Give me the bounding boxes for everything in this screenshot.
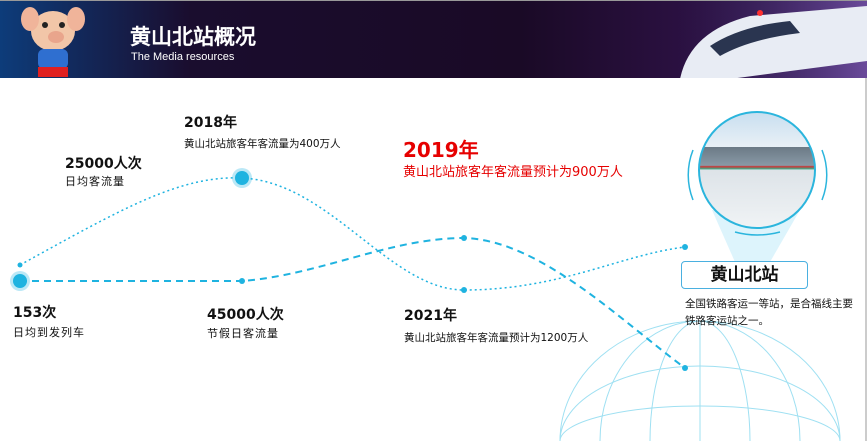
dotted-curve xyxy=(19,177,686,291)
station-name: 黄山北站 xyxy=(681,261,808,289)
year-description: 黄山北站旅客年客流量为400万人 xyxy=(184,138,341,150)
stat-value: 45000人次 xyxy=(207,307,284,323)
timeline-dot xyxy=(13,274,27,288)
page-title: 黄山北站概况 xyxy=(130,25,256,49)
station-photo xyxy=(698,111,816,229)
pig-mascot-icon xyxy=(21,7,85,77)
globe-decoration xyxy=(559,320,841,441)
timeline-dot xyxy=(682,244,688,250)
timeline-dot xyxy=(682,365,688,371)
year-description-highlight: 黄山北站旅客年客流量预计为900万人 xyxy=(403,165,623,180)
year-title-highlight: 2019年 xyxy=(403,138,479,162)
station-description: 全国铁路客运一等站，是合福线主要铁路客运站之一。 xyxy=(685,298,853,327)
stat-value: 153次 xyxy=(13,305,57,321)
timeline-dot xyxy=(17,262,23,268)
year-title: 2018年 xyxy=(184,115,237,131)
dashed-curve xyxy=(20,236,686,369)
right-border xyxy=(865,78,867,441)
timeline-dot xyxy=(461,235,467,241)
year-description: 黄山北站旅客年客流量预计为1200万人 xyxy=(404,332,589,344)
header-banner: 黄山北站概况 The Media resources xyxy=(0,0,867,78)
timeline-dot xyxy=(461,287,467,293)
page-subtitle: The Media resources xyxy=(131,51,235,63)
stat-label: 节假日客流量 xyxy=(207,327,279,340)
timeline-dot xyxy=(235,171,249,185)
stat-value: 25000人次 xyxy=(65,156,142,172)
photo-ring-decoration xyxy=(687,149,828,236)
train-image-icon xyxy=(670,1,867,78)
stat-label: 日均客流量 xyxy=(65,175,125,188)
timeline-dot xyxy=(239,278,245,284)
year-title: 2021年 xyxy=(404,308,457,324)
stat-label: 日均到发列车 xyxy=(13,326,85,339)
